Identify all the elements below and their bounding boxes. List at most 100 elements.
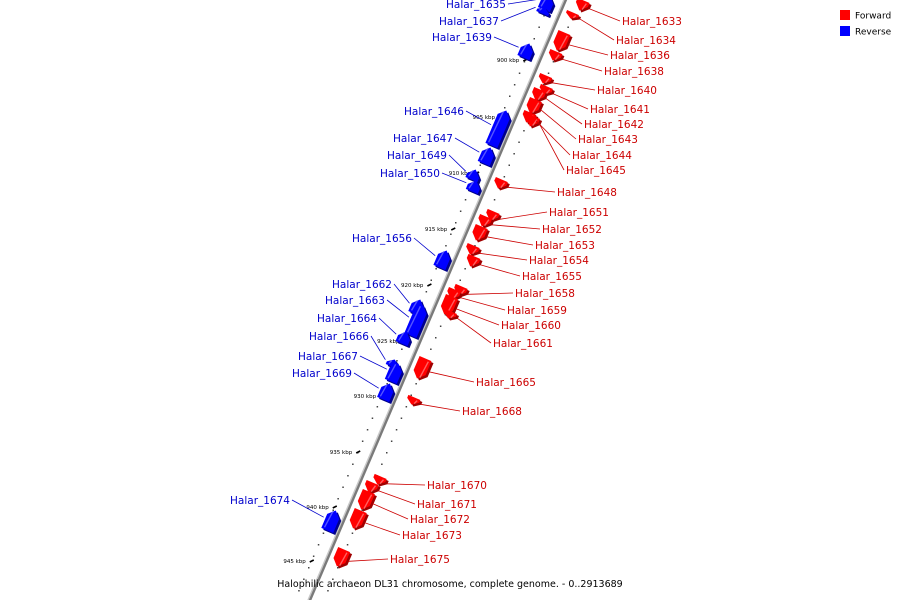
gene-label-halar-1648: Halar_1648: [507, 186, 617, 199]
gene-label-text: Halar_1650: [380, 168, 440, 180]
gene-label-halar-1675: Halar_1675: [348, 554, 450, 566]
legend-reverse-label: Reverse: [855, 28, 892, 38]
gene-label-text: Halar_1674: [230, 495, 290, 507]
gene-labels: Halar_1633 Halar_1634 Halar_1635 Halar_1636…: [230, 0, 682, 566]
gene-label-halar-1639: Halar_1639: [432, 32, 519, 48]
gene-label-text: Halar_1666: [309, 331, 369, 343]
gene-label-halar-1651: Halar_1651: [499, 207, 609, 220]
gene-halar-1634[interactable]: [566, 10, 581, 21]
tick-940-kbp: 940 kbp: [306, 505, 338, 511]
gene-halar-1638[interactable]: [548, 49, 565, 63]
gene-halar-1661[interactable]: [443, 308, 459, 321]
gene-halar-1648[interactable]: [494, 177, 510, 191]
tick-label: 910 kbp: [449, 171, 472, 177]
gene-label-text: Halar_1663: [325, 295, 385, 307]
legend-forward-swatch: [840, 10, 850, 20]
gene-halar-1655[interactable]: [466, 253, 483, 269]
gene-label-text: Halar_1642: [584, 119, 644, 131]
gene-halar-1667[interactable]: [384, 363, 404, 387]
gene-label-text: Halar_1668: [462, 406, 522, 418]
gene-label-text: Halar_1673: [402, 530, 462, 542]
gene-label-text: Halar_1672: [410, 514, 470, 526]
gene-halar-1652[interactable]: [478, 214, 495, 229]
gene-halar-1636[interactable]: [553, 30, 573, 53]
gene-label-halar-1666: Halar_1666: [309, 331, 386, 360]
gene-label-text: Halar_1637: [439, 16, 499, 28]
gene-label-halar-1636: Halar_1636: [568, 44, 670, 62]
gene-label-text: Halar_1675: [390, 554, 450, 566]
gene-label-halar-1634: Halar_1634: [579, 18, 676, 47]
gene-label-halar-1655: Halar_1655: [480, 264, 582, 283]
gene-label-halar-1642: Halar_1642: [545, 97, 644, 131]
gene-label-halar-1662: Halar_1662: [332, 279, 410, 304]
gene-label-halar-1664: Halar_1664: [317, 313, 397, 335]
tick-915-kbp: 915 kbp: [425, 227, 456, 233]
gene-label-text: Halar_1639: [432, 32, 492, 44]
gene-halar-1653[interactable]: [472, 224, 490, 243]
gene-halar-1654[interactable]: [466, 243, 482, 257]
gene-halar-1633[interactable]: [575, 0, 592, 13]
gene-halar-1643[interactable]: [526, 97, 544, 116]
gene-halar-1663[interactable]: [404, 305, 429, 341]
gene-label-halar-1637: Halar_1637: [439, 6, 536, 28]
legend-reverse-swatch: [840, 26, 850, 36]
gene-label-halar-1656: Halar_1656: [352, 233, 436, 257]
gene-label-text: Halar_1656: [352, 233, 412, 245]
gene-label-text: Halar_1640: [597, 85, 657, 97]
gene-label-text: Halar_1647: [393, 133, 453, 145]
gene-halar-1650[interactable]: [465, 180, 482, 197]
gene-label-halar-1654: Halar_1654: [479, 252, 589, 267]
gene-halar-1670[interactable]: [373, 473, 389, 487]
gene-label-halar-1633: Halar_1633: [589, 8, 682, 28]
gene-label-halar-1643: Halar_1643: [540, 109, 638, 146]
gene-label-halar-1658: Halar_1658: [467, 288, 575, 300]
gene-halar-1639[interactable]: [517, 43, 535, 63]
gene-halar-1646[interactable]: [485, 110, 512, 151]
gene-halar-1640[interactable]: [538, 73, 555, 86]
tick-label: 915 kbp: [425, 227, 448, 233]
gene-label-text: Halar_1648: [557, 187, 617, 199]
gene-label-halar-1647: Halar_1647: [393, 133, 480, 153]
genome-caption: Halophilic archaeon DL31 chromosome, com…: [277, 579, 622, 590]
gene-halar-1642[interactable]: [532, 87, 549, 103]
gene-halar-1672[interactable]: [357, 489, 377, 512]
gene-label-halar-1674: Halar_1674: [230, 495, 324, 518]
gene-halar-1673[interactable]: [349, 508, 369, 531]
gene-halar-1649[interactable]: [465, 169, 482, 185]
tick-label: 905 kbp: [473, 115, 496, 121]
gene-label-text: Halar_1671: [417, 499, 477, 511]
gene-halar-1647[interactable]: [477, 147, 496, 169]
tick-label: 940 kbp: [306, 505, 329, 511]
gene-label-halar-1669: Halar_1669: [292, 368, 379, 389]
tick-945-kbp: 945 kbp: [283, 559, 315, 565]
gene-halar-1664[interactable]: [395, 331, 413, 349]
gene-halar-1675[interactable]: [333, 547, 353, 569]
gene-label-halar-1663: Halar_1663: [325, 295, 410, 318]
gene-halar-1637[interactable]: [536, 7, 552, 19]
gene-label-text: Halar_1634: [616, 35, 676, 47]
gene-halar-1656[interactable]: [433, 250, 452, 273]
gene-halar-1665[interactable]: [413, 356, 434, 381]
gene-label-halar-1668: Halar_1668: [420, 403, 522, 418]
gene-label-text: Halar_1646: [404, 106, 464, 118]
gene-halar-1674[interactable]: [321, 510, 342, 536]
tick-label: 935 kbp: [330, 450, 353, 456]
gene-halar-1669[interactable]: [377, 383, 396, 405]
gene-label-text: Halar_1654: [529, 255, 589, 267]
gene-label-halar-1673: Halar_1673: [364, 522, 462, 542]
gene-label-text: Halar_1633: [622, 16, 682, 28]
gene-label-text: Halar_1636: [610, 50, 670, 62]
gene-halar-1671[interactable]: [365, 480, 381, 495]
gene-label-text: Halar_1644: [572, 150, 632, 162]
gene-label-halar-1652: Halar_1652: [491, 224, 602, 236]
gene-halar-1645[interactable]: [526, 113, 543, 129]
gene-halar-1668[interactable]: [407, 394, 423, 407]
gene-label-text: Halar_1658: [515, 288, 575, 300]
gene-label-halar-1665: Halar_1665: [429, 371, 536, 389]
gene-label-halar-1661: Halar_1661: [457, 317, 553, 350]
gene-label-halar-1672: Halar_1672: [372, 503, 470, 526]
gene-label-halar-1649: Halar_1649: [387, 150, 466, 172]
tick-label: 920 kbp: [401, 283, 424, 289]
